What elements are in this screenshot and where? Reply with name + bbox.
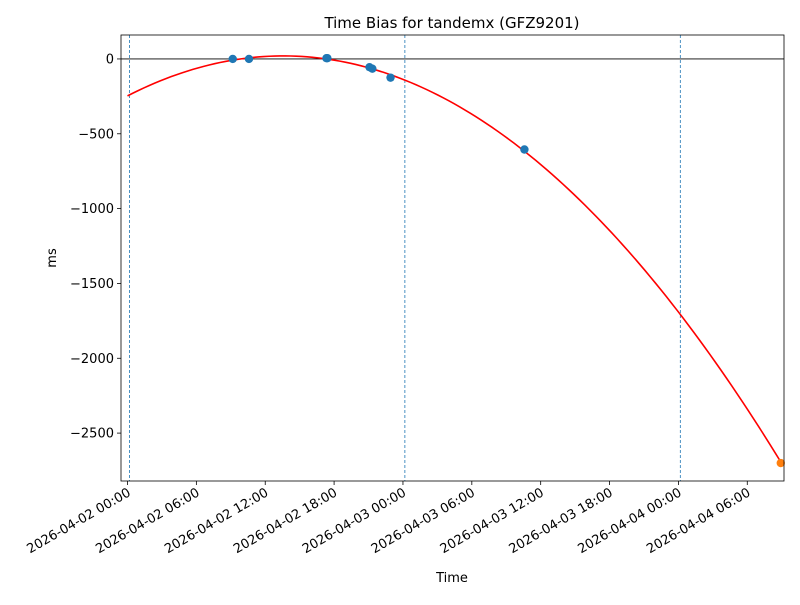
y-tick-label: −2500 <box>70 427 114 442</box>
data-point <box>368 64 377 73</box>
y-tick-label: −500 <box>78 127 114 142</box>
y-tick-label: −1500 <box>70 277 114 292</box>
data-point <box>323 53 332 63</box>
data-point <box>244 54 254 64</box>
predicted-point <box>776 458 785 468</box>
data-point <box>520 145 529 154</box>
plot-frame <box>120 34 785 482</box>
x-axis-label: Time <box>435 571 468 586</box>
y-tick-label: −1000 <box>70 202 114 217</box>
y-tick-label: 0 <box>106 52 114 67</box>
data-point <box>386 73 395 82</box>
y-axis-label: ms <box>45 248 60 268</box>
data-point <box>228 54 237 64</box>
chart-title: Time Bias for tandemx (GFZ9201) <box>323 14 579 32</box>
y-tick-label: −2000 <box>70 352 114 367</box>
